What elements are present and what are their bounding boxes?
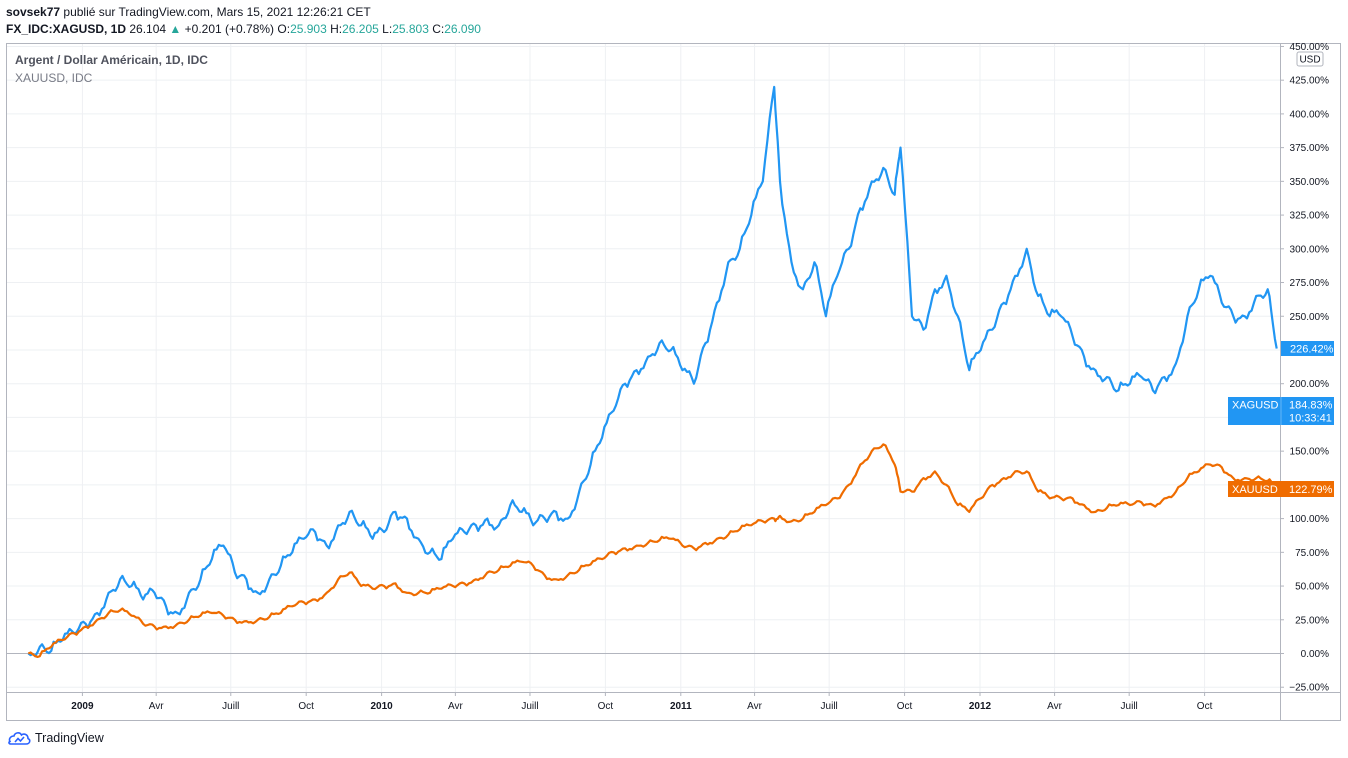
x-tick-label: Avr xyxy=(448,701,463,712)
y-tick-label: 0.00% xyxy=(1301,649,1329,660)
ohlc-bar: FX_IDC:XAGUSD, 1D 26.104 ▲ +0.201 (+0.78… xyxy=(6,22,481,36)
low-value: 25.803 xyxy=(392,22,429,36)
time-axis: 2009 Avr Juill Oct 2010 Avr Juill Oct 2011 Avr Jui… xyxy=(71,692,1213,712)
y-tick-label: 50.00% xyxy=(1295,582,1329,593)
y-tick-label: 325.00% xyxy=(1290,211,1330,222)
publish-info: sovsek77 publié sur TradingView.com, Mar… xyxy=(6,5,371,19)
open-label: O: xyxy=(277,22,291,36)
low-label: L: xyxy=(382,22,393,36)
author-name[interactable]: sovsek77 xyxy=(6,5,61,19)
x-tick-label: Oct xyxy=(1197,701,1213,712)
x-tick-label: Avr xyxy=(1047,701,1062,712)
chart-grid xyxy=(7,44,1280,692)
price-change: +0.201 (+0.78%) xyxy=(184,22,275,36)
silver-last-badge: 226.42% xyxy=(1281,341,1334,356)
xag-name: XAGUSD xyxy=(1232,400,1279,412)
x-tick-label: 2010 xyxy=(370,701,393,712)
tradingview-logo[interactable]: TradingView xyxy=(6,731,104,745)
currency-label: USD xyxy=(1299,55,1320,66)
x-tick-label: Juill xyxy=(222,701,239,712)
y-tick-label: 400.00% xyxy=(1290,109,1330,120)
y-tick-label: 75.00% xyxy=(1295,548,1329,559)
chart-legend-title[interactable]: Argent / Dollar Américain, 1D, IDC xyxy=(15,53,208,67)
y-tick-label: 200.00% xyxy=(1290,379,1330,390)
y-tick-label: 100.00% xyxy=(1290,514,1330,525)
x-tick-label: Oct xyxy=(897,701,913,712)
cloud-icon xyxy=(8,732,31,745)
y-tick-label: 450.00% xyxy=(1290,42,1330,53)
x-tick-label: 2011 xyxy=(670,701,692,712)
high-value: 26.205 xyxy=(342,22,379,36)
y-tick-label: 150.00% xyxy=(1290,447,1330,458)
y-tick-label: 250.00% xyxy=(1290,312,1330,323)
chart-frame xyxy=(6,43,1341,721)
y-tick-label: 425.00% xyxy=(1290,76,1330,87)
up-arrow-icon: ▲ xyxy=(169,22,182,36)
xau-value: 122.79% xyxy=(1289,484,1333,496)
currency-badge[interactable]: USD xyxy=(1296,51,1324,67)
symbol-label: FX_IDC:XAGUSD, 1D xyxy=(6,22,127,36)
close-label: C: xyxy=(432,22,445,36)
x-tick-label: Avr xyxy=(747,701,762,712)
close-value: 26.090 xyxy=(444,22,481,36)
y-tick-label: −25.00% xyxy=(1289,683,1329,694)
series-lines xyxy=(27,85,1278,658)
silver-last-value: 226.42% xyxy=(1290,344,1334,356)
x-tick-label: Juill xyxy=(821,701,838,712)
y-tick-label: 350.00% xyxy=(1290,177,1330,188)
open-value: 25.903 xyxy=(290,22,327,36)
price-axis: 450.00% 425.00% 400.00% 375.00% 350.00% 325.0… xyxy=(1280,42,1329,694)
x-tick-label: Oct xyxy=(298,701,314,712)
publish-text: publié sur TradingView.com, Mars 15, 202… xyxy=(63,5,371,19)
xag-badge: XAGUSD 184.83% 10:33:41 xyxy=(1228,397,1334,425)
xau-name: XAUUSD xyxy=(1232,484,1278,496)
x-tick-label: Juill xyxy=(521,701,538,712)
x-tick-label: 2012 xyxy=(969,701,992,712)
y-tick-label: 300.00% xyxy=(1290,244,1330,255)
y-tick-label: 25.00% xyxy=(1295,615,1329,626)
x-tick-label: Avr xyxy=(149,701,164,712)
y-tick-label: 375.00% xyxy=(1290,143,1330,154)
xag-value: 184.83% xyxy=(1289,400,1333,412)
last-price: 26.104 xyxy=(129,22,167,36)
x-tick-label: Juill xyxy=(1121,701,1138,712)
series-line-xagusd xyxy=(27,85,1278,658)
chart-legend-compare[interactable]: XAUUSD, IDC xyxy=(15,71,93,85)
high-label: H: xyxy=(330,22,343,36)
brand-name: TradingView xyxy=(35,731,104,745)
series-line-xauusd xyxy=(27,443,1278,658)
xau-badge: XAUUSD 122.79% xyxy=(1228,481,1334,497)
x-tick-label: Oct xyxy=(598,701,614,712)
y-tick-label: 275.00% xyxy=(1290,278,1330,289)
xag-time: 10:33:41 xyxy=(1289,413,1332,425)
x-tick-label: 2009 xyxy=(71,701,94,712)
